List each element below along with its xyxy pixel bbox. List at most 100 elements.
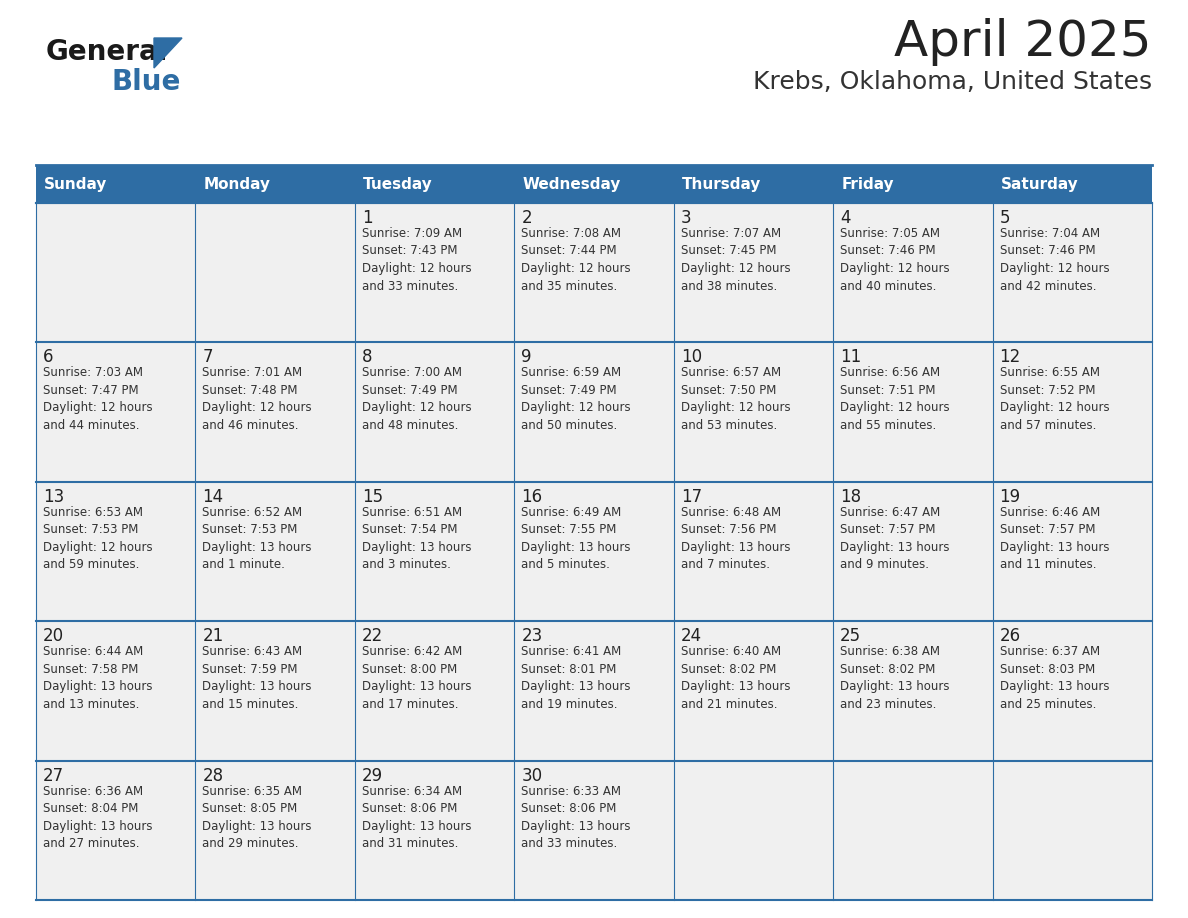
Bar [36,203,196,342]
Bar [36,761,196,900]
Text: Sunrise: 7:01 AM
Sunset: 7:48 PM
Daylight: 12 hours
and 46 minutes.: Sunrise: 7:01 AM Sunset: 7:48 PM Dayligh… [202,366,312,431]
Bar [36,621,196,761]
Text: Sunrise: 6:37 AM
Sunset: 8:03 PM
Daylight: 13 hours
and 25 minutes.: Sunrise: 6:37 AM Sunset: 8:03 PM Dayligh… [999,645,1110,711]
Text: Sunrise: 6:43 AM
Sunset: 7:59 PM
Daylight: 13 hours
and 15 minutes.: Sunrise: 6:43 AM Sunset: 7:59 PM Dayligh… [202,645,312,711]
Bar [992,761,1152,900]
Text: Friday: Friday [841,176,893,192]
Text: 27: 27 [43,767,64,785]
Bar [992,203,1152,342]
Text: Sunrise: 6:47 AM
Sunset: 7:57 PM
Daylight: 13 hours
and 9 minutes.: Sunrise: 6:47 AM Sunset: 7:57 PM Dayligh… [840,506,949,571]
Text: Sunrise: 6:38 AM
Sunset: 8:02 PM
Daylight: 13 hours
and 23 minutes.: Sunrise: 6:38 AM Sunset: 8:02 PM Dayligh… [840,645,949,711]
Bar [992,342,1152,482]
Text: General: General [46,38,169,66]
Bar [833,203,992,342]
Text: Sunrise: 6:57 AM
Sunset: 7:50 PM
Daylight: 12 hours
and 53 minutes.: Sunrise: 6:57 AM Sunset: 7:50 PM Dayligh… [681,366,790,431]
Bar [514,203,674,342]
Text: 25: 25 [840,627,861,645]
Text: Sunrise: 6:35 AM
Sunset: 8:05 PM
Daylight: 13 hours
and 29 minutes.: Sunrise: 6:35 AM Sunset: 8:05 PM Dayligh… [202,785,312,850]
Bar [674,342,833,482]
Text: Sunrise: 6:49 AM
Sunset: 7:55 PM
Daylight: 13 hours
and 5 minutes.: Sunrise: 6:49 AM Sunset: 7:55 PM Dayligh… [522,506,631,571]
Text: Sunrise: 6:33 AM
Sunset: 8:06 PM
Daylight: 13 hours
and 33 minutes.: Sunrise: 6:33 AM Sunset: 8:06 PM Dayligh… [522,785,631,850]
Text: 9: 9 [522,349,532,366]
Text: Sunrise: 7:08 AM
Sunset: 7:44 PM
Daylight: 12 hours
and 35 minutes.: Sunrise: 7:08 AM Sunset: 7:44 PM Dayligh… [522,227,631,293]
Text: Thursday: Thursday [682,176,762,192]
Text: Krebs, Oklahoma, United States: Krebs, Oklahoma, United States [753,70,1152,94]
Bar [514,482,674,621]
Bar [36,482,196,621]
Text: Sunrise: 6:36 AM
Sunset: 8:04 PM
Daylight: 13 hours
and 27 minutes.: Sunrise: 6:36 AM Sunset: 8:04 PM Dayligh… [43,785,152,850]
Text: Saturday: Saturday [1000,176,1079,192]
Bar [355,203,514,342]
Text: 13: 13 [43,487,64,506]
Polygon shape [154,38,182,68]
Bar [992,621,1152,761]
Text: 2: 2 [522,209,532,227]
Bar [355,621,514,761]
Text: Sunrise: 6:55 AM
Sunset: 7:52 PM
Daylight: 12 hours
and 57 minutes.: Sunrise: 6:55 AM Sunset: 7:52 PM Dayligh… [999,366,1110,431]
Text: Sunrise: 6:53 AM
Sunset: 7:53 PM
Daylight: 12 hours
and 59 minutes.: Sunrise: 6:53 AM Sunset: 7:53 PM Dayligh… [43,506,152,571]
Text: Sunday: Sunday [44,176,107,192]
Bar [674,203,833,342]
Text: 7: 7 [202,349,213,366]
Text: Sunrise: 6:41 AM
Sunset: 8:01 PM
Daylight: 13 hours
and 19 minutes.: Sunrise: 6:41 AM Sunset: 8:01 PM Dayligh… [522,645,631,711]
Text: 10: 10 [681,349,702,366]
Bar [196,342,355,482]
Text: 22: 22 [362,627,383,645]
Text: Wednesday: Wednesday [523,176,620,192]
Bar [833,342,992,482]
Text: 26: 26 [999,627,1020,645]
Text: Sunrise: 7:07 AM
Sunset: 7:45 PM
Daylight: 12 hours
and 38 minutes.: Sunrise: 7:07 AM Sunset: 7:45 PM Dayligh… [681,227,790,293]
Text: 29: 29 [362,767,383,785]
Bar [674,621,833,761]
Text: 21: 21 [202,627,223,645]
Text: 4: 4 [840,209,851,227]
Bar [36,342,196,482]
Text: 16: 16 [522,487,543,506]
Text: Sunrise: 7:00 AM
Sunset: 7:49 PM
Daylight: 12 hours
and 48 minutes.: Sunrise: 7:00 AM Sunset: 7:49 PM Dayligh… [362,366,472,431]
Text: Tuesday: Tuesday [362,176,432,192]
Text: Sunrise: 6:52 AM
Sunset: 7:53 PM
Daylight: 13 hours
and 1 minute.: Sunrise: 6:52 AM Sunset: 7:53 PM Dayligh… [202,506,312,571]
Bar [196,621,355,761]
Text: Sunrise: 7:04 AM
Sunset: 7:46 PM
Daylight: 12 hours
and 42 minutes.: Sunrise: 7:04 AM Sunset: 7:46 PM Dayligh… [999,227,1110,293]
Text: 17: 17 [681,487,702,506]
Text: Sunrise: 6:56 AM
Sunset: 7:51 PM
Daylight: 12 hours
and 55 minutes.: Sunrise: 6:56 AM Sunset: 7:51 PM Dayligh… [840,366,949,431]
Bar [833,621,992,761]
Bar [196,761,355,900]
Text: Sunrise: 7:05 AM
Sunset: 7:46 PM
Daylight: 12 hours
and 40 minutes.: Sunrise: 7:05 AM Sunset: 7:46 PM Dayligh… [840,227,949,293]
Text: Sunrise: 6:59 AM
Sunset: 7:49 PM
Daylight: 12 hours
and 50 minutes.: Sunrise: 6:59 AM Sunset: 7:49 PM Dayligh… [522,366,631,431]
Bar [196,482,355,621]
Bar [514,761,674,900]
Text: 24: 24 [681,627,702,645]
Text: Sunrise: 7:03 AM
Sunset: 7:47 PM
Daylight: 12 hours
and 44 minutes.: Sunrise: 7:03 AM Sunset: 7:47 PM Dayligh… [43,366,152,431]
Bar [36,165,1152,203]
Text: 19: 19 [999,487,1020,506]
Text: 8: 8 [362,349,372,366]
Text: Sunrise: 6:51 AM
Sunset: 7:54 PM
Daylight: 13 hours
and 3 minutes.: Sunrise: 6:51 AM Sunset: 7:54 PM Dayligh… [362,506,472,571]
Bar [992,482,1152,621]
Text: Sunrise: 7:09 AM
Sunset: 7:43 PM
Daylight: 12 hours
and 33 minutes.: Sunrise: 7:09 AM Sunset: 7:43 PM Dayligh… [362,227,472,293]
Text: 6: 6 [43,349,53,366]
Bar [355,482,514,621]
Text: 20: 20 [43,627,64,645]
Text: Sunrise: 6:42 AM
Sunset: 8:00 PM
Daylight: 13 hours
and 17 minutes.: Sunrise: 6:42 AM Sunset: 8:00 PM Dayligh… [362,645,472,711]
Text: 23: 23 [522,627,543,645]
Text: 14: 14 [202,487,223,506]
Text: 18: 18 [840,487,861,506]
Text: Sunrise: 6:44 AM
Sunset: 7:58 PM
Daylight: 13 hours
and 13 minutes.: Sunrise: 6:44 AM Sunset: 7:58 PM Dayligh… [43,645,152,711]
Text: 1: 1 [362,209,373,227]
Text: April 2025: April 2025 [895,18,1152,66]
Bar [355,342,514,482]
Bar [514,621,674,761]
Text: 5: 5 [999,209,1010,227]
Bar [674,482,833,621]
Text: 28: 28 [202,767,223,785]
Text: 12: 12 [999,349,1020,366]
Bar [355,761,514,900]
Text: Blue: Blue [110,68,181,96]
Bar [833,482,992,621]
Bar [514,342,674,482]
Text: Sunrise: 6:46 AM
Sunset: 7:57 PM
Daylight: 13 hours
and 11 minutes.: Sunrise: 6:46 AM Sunset: 7:57 PM Dayligh… [999,506,1110,571]
Bar [674,761,833,900]
Bar [833,761,992,900]
Text: Sunrise: 6:48 AM
Sunset: 7:56 PM
Daylight: 13 hours
and 7 minutes.: Sunrise: 6:48 AM Sunset: 7:56 PM Dayligh… [681,506,790,571]
